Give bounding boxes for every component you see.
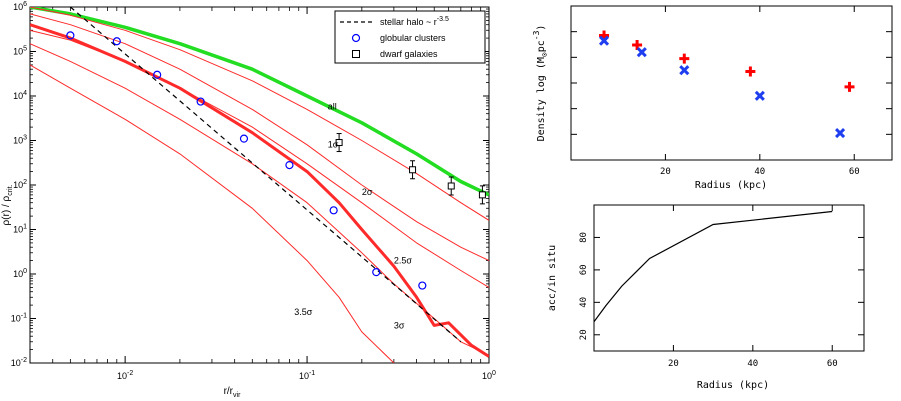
bottom-right-ticks: 20 40 60 20 40 60 80 — [579, 205, 864, 369]
bottom-right-x-tick-label: 40 — [747, 359, 758, 369]
red-plus-point — [679, 53, 690, 64]
dwarf-galaxy-point — [335, 139, 343, 147]
series-line-all — [30, 7, 489, 197]
blue-x-point — [598, 35, 610, 46]
dwarf-galaxy-point — [409, 166, 417, 174]
annotation-label: all — [328, 101, 337, 111]
globular-cluster-point — [418, 281, 427, 290]
left-y-tick-label: 10-2 — [11, 357, 27, 368]
top-right-x-tick-label: 60 — [849, 167, 860, 177]
left-markers — [66, 31, 486, 290]
legend-square-marker — [352, 50, 360, 58]
blue-x-point — [636, 47, 647, 58]
globular-cluster-point — [196, 97, 205, 106]
top-right-x-tick-label: 40 — [754, 167, 765, 177]
bottom-right-y-tick-label: 80 — [579, 232, 589, 243]
bottom-right-y-tick-label: 60 — [579, 264, 589, 275]
left-y-tick-label: 10-1 — [11, 313, 27, 324]
density-profile-panel: 10-2 10-1 100 101 102 103 104 105 106 10-2 10-1 100… — [1, 1, 496, 399]
red-plus-point — [844, 81, 855, 92]
globular-cluster-point — [372, 268, 381, 277]
top-right-markers — [598, 30, 855, 139]
globular-cluster-point — [153, 70, 162, 79]
top-right-x-axis-label: Radius (kpc) — [695, 180, 767, 191]
left-y-tick-label: 100 — [13, 268, 27, 279]
red-plus-point — [745, 66, 756, 77]
left-x-tick-label: 100 — [482, 370, 496, 381]
bottom-right-x-tick-label: 60 — [827, 359, 838, 369]
globular-cluster-point — [112, 37, 121, 46]
top-right-y-axis-label: Density log (M⊙pc-3) — [532, 25, 549, 142]
series-line-2.5-b — [30, 29, 489, 288]
bottom-right-y-tick-label: 40 — [579, 297, 589, 308]
blue-x-point — [679, 65, 690, 76]
dwarf-galaxy-point — [447, 182, 455, 190]
bottom-right-y-tick-label: 20 — [579, 329, 589, 340]
series-line-stellar-halo-r-3.5 — [70, 7, 462, 343]
acc-insitu-line — [594, 210, 833, 323]
series-line-3.5- — [30, 64, 395, 363]
blue-x-point — [754, 90, 765, 101]
top-right-ticks: 20 40 60 — [571, 6, 892, 177]
bottom-right-series — [594, 210, 833, 323]
series-line-1- — [30, 7, 489, 221]
series-line-3- — [30, 43, 489, 356]
left-legend: stellar halo ~ r-3.5 globular clusters d… — [334, 10, 486, 64]
dwarf-galaxy-point — [478, 191, 486, 199]
left-y-tick-label: 101 — [13, 224, 27, 235]
legend-stellar-halo: stellar halo ~ r-3.5 — [380, 16, 449, 27]
annotation-label: 3σ — [394, 320, 405, 330]
globular-cluster-point — [66, 31, 75, 40]
acc-insitu-panel: 20 40 60 20 40 60 80 Radius (kpc) acc/in situ — [547, 204, 865, 391]
red-plus-point — [632, 40, 643, 51]
legend-circle-marker — [351, 33, 361, 43]
left-y-axis-label: ρ(r) / ρcrit. — [1, 184, 14, 225]
left-y-tick-label: 106 — [13, 1, 27, 12]
annotation-label: 3.5σ — [294, 307, 313, 317]
legend-globular-clusters: globular clusters — [380, 33, 446, 43]
top-right-x-tick-label: 20 — [660, 167, 671, 177]
left-x-tick-label: 10-1 — [299, 370, 315, 381]
blue-x-point — [835, 127, 846, 139]
annotation-label: 2.5σ — [394, 256, 413, 266]
left-annotations: all 1σ 2σ 2.5σ 3σ 3.5σ — [294, 101, 412, 330]
bottom-right-x-axis-label: Radius (kpc) — [697, 380, 769, 391]
bottom-right-x-tick-label: 20 — [668, 359, 679, 369]
left-y-tick-label: 105 — [13, 46, 27, 57]
globular-cluster-point — [239, 134, 249, 143]
bottom-right-plot-frame — [593, 204, 865, 352]
density-scatter-panel: 20 40 60 Radius (kpc) Density log (M⊙pc-3) — [532, 5, 893, 191]
globular-cluster-point — [285, 161, 294, 170]
bottom-right-y-axis-label: acc/in situ — [547, 245, 558, 311]
annotation-label: 1σ — [328, 139, 339, 149]
left-x-tick-label: 10-2 — [117, 370, 133, 381]
left-y-tick-label: 103 — [13, 135, 27, 146]
left-y-tick-label: 104 — [13, 90, 27, 101]
left-ticks: 10-2 10-1 100 101 102 103 104 105 106 10-2 10-1 100 — [11, 1, 496, 381]
legend-dwarf-galaxies: dwarf galaxies — [380, 49, 438, 59]
globular-cluster-point — [329, 206, 338, 215]
left-y-tick-label: 102 — [13, 179, 27, 190]
left-series — [30, 7, 489, 363]
left-x-axis-label: r/rvir — [224, 386, 242, 399]
annotation-label: 2σ — [362, 187, 373, 197]
series-line-2- — [30, 13, 489, 262]
